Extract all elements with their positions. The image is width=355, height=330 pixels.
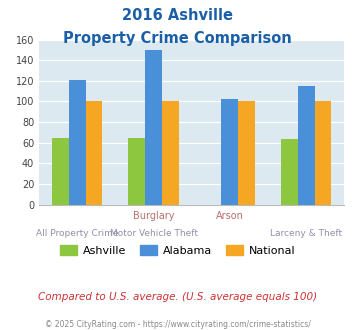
Bar bbox=[315, 102, 331, 205]
Bar bbox=[222, 99, 238, 205]
Text: 2016 Ashville: 2016 Ashville bbox=[122, 8, 233, 23]
Bar bbox=[238, 102, 255, 205]
Text: Larceny & Theft: Larceny & Theft bbox=[270, 229, 342, 238]
Bar bbox=[86, 102, 102, 205]
Bar bbox=[281, 139, 298, 205]
Legend: Ashville, Alabama, National: Ashville, Alabama, National bbox=[55, 241, 300, 260]
Text: All Property Crime: All Property Crime bbox=[36, 229, 119, 238]
Text: Burglary: Burglary bbox=[133, 211, 174, 221]
Text: Arson: Arson bbox=[216, 211, 244, 221]
Bar bbox=[162, 102, 179, 205]
Bar bbox=[69, 80, 86, 205]
Bar bbox=[298, 86, 315, 205]
Text: Compared to U.S. average. (U.S. average equals 100): Compared to U.S. average. (U.S. average … bbox=[38, 292, 317, 302]
Bar bbox=[145, 50, 162, 205]
Text: Property Crime Comparison: Property Crime Comparison bbox=[63, 31, 292, 46]
Bar bbox=[129, 138, 145, 205]
Text: © 2025 CityRating.com - https://www.cityrating.com/crime-statistics/: © 2025 CityRating.com - https://www.city… bbox=[45, 320, 310, 329]
Text: Motor Vehicle Theft: Motor Vehicle Theft bbox=[110, 229, 197, 238]
Bar bbox=[52, 138, 69, 205]
